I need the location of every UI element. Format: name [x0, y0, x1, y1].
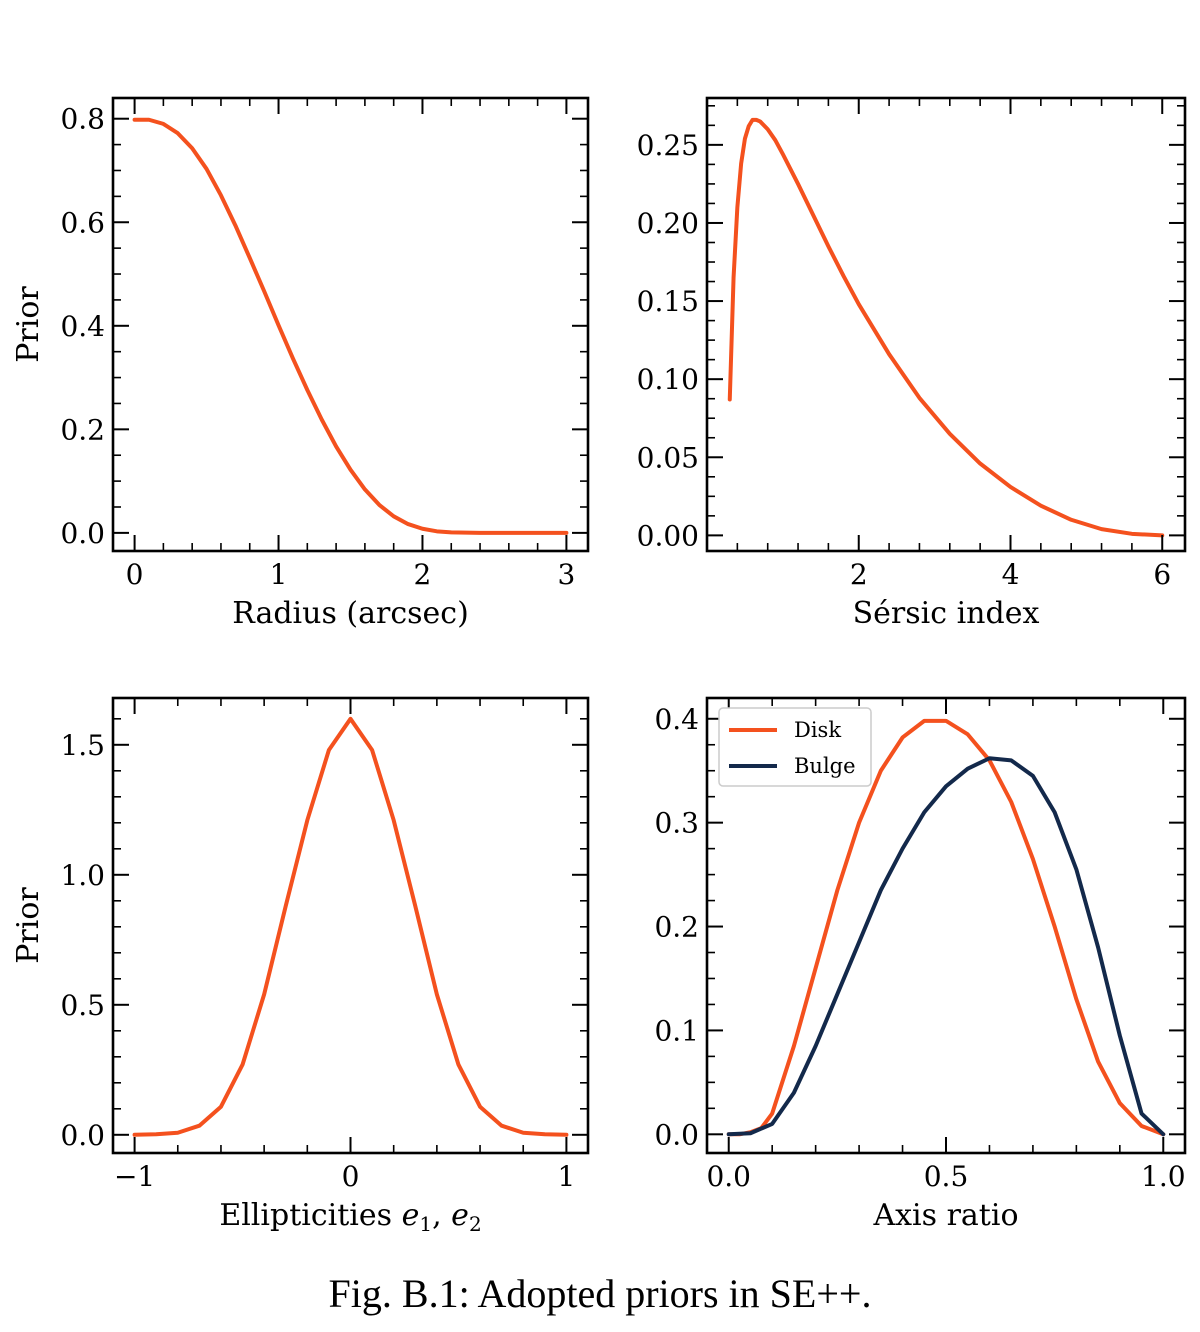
y-tick-label: 0.15	[637, 285, 699, 318]
y-tick-label: 0.25	[637, 129, 699, 162]
x-tick-label: 1	[557, 1160, 575, 1193]
chart-panel-sersic: 2 4 6 0.00 0.05 0.10 0.15 0.20 0.25 Sérsic index	[637, 96, 1187, 631]
y-tick-label: 0.20	[637, 207, 699, 240]
y-tick-label: 0.1	[654, 1014, 699, 1047]
y-tick-label: 0.3	[654, 807, 699, 840]
x-axis-label: Axis ratio	[872, 1198, 1018, 1233]
series-line-prior	[727, 117, 1165, 538]
x-tick-label: 0	[126, 558, 144, 591]
x-axis-label: Sérsic index	[853, 596, 1040, 631]
x-tick-label: 4	[1002, 558, 1020, 591]
y-tick-label: 0.00	[637, 519, 699, 552]
legend: Disk Bulge	[718, 707, 872, 787]
series-line-prior	[132, 117, 569, 535]
y-tick-label: 0.0	[60, 517, 105, 550]
y-tick-label: 0.6	[60, 206, 105, 239]
x-tick-label: 1.0	[1141, 1160, 1186, 1193]
axes-frame	[111, 696, 590, 1155]
series-line-disk	[726, 718, 1166, 1137]
y-tick-label: 0.2	[654, 911, 699, 944]
x-tick-label: 1	[270, 558, 288, 591]
x-axis-label: Ellipticities e1, e2	[219, 1198, 481, 1236]
y-tick-label: 1.5	[60, 729, 105, 762]
x-tick-label: 2	[414, 558, 432, 591]
y-axis-label: Prior	[11, 286, 46, 363]
chart-panel-ellipticity: −1 0 1 0.0 0.5 1.0 1.5 Ellipticities e1, e2 Prio…	[11, 696, 590, 1236]
y-tick-label: 0.2	[60, 413, 105, 446]
figure-caption: Fig. B.1: Adopted priors in SE++.	[328, 1271, 872, 1316]
legend-label-bulge: Bulge	[794, 754, 856, 778]
x-tick-label: 6	[1153, 558, 1171, 591]
x-tick-label: 3	[557, 558, 575, 591]
x-tick-label: −1	[114, 1160, 155, 1193]
x-tick-label: 2	[850, 558, 868, 591]
y-tick-label: 0.4	[60, 310, 105, 343]
x-tick-label: 0.0	[706, 1160, 751, 1193]
x-tick-label: 0	[342, 1160, 360, 1193]
x-tick-label: 0.5	[924, 1160, 969, 1193]
y-tick-label: 0.0	[654, 1118, 699, 1151]
y-tick-label: 0.8	[60, 103, 105, 136]
axes-frame	[705, 96, 1187, 553]
chart-panel-radius: 0 1 2 3 0.0 0.2 0.4 0.6 0.8 Radius (arcsec) Prior	[11, 96, 590, 631]
x-axis-label: Radius (arcsec)	[232, 596, 469, 631]
y-tick-label: 0.10	[637, 363, 699, 396]
y-tick-label: 1.0	[60, 859, 105, 892]
y-tick-label: 0.0	[60, 1119, 105, 1152]
y-tick-label: 0.5	[60, 989, 105, 1022]
y-axis-label: Prior	[11, 887, 46, 964]
axes-frame	[111, 96, 590, 553]
chart-panel-axis-ratio: 0.0 0.5 1.0 0.0 0.1 0.2 0.3 0.4 Axis ratio Disk Bu…	[654, 696, 1187, 1233]
y-tick-label: 0.4	[654, 703, 699, 736]
y-tick-label: 0.05	[637, 441, 699, 474]
axes-frame	[705, 696, 1187, 1155]
series-line-prior	[132, 716, 569, 1137]
legend-label-disk: Disk	[794, 718, 841, 742]
series-line-bulge	[726, 756, 1166, 1137]
